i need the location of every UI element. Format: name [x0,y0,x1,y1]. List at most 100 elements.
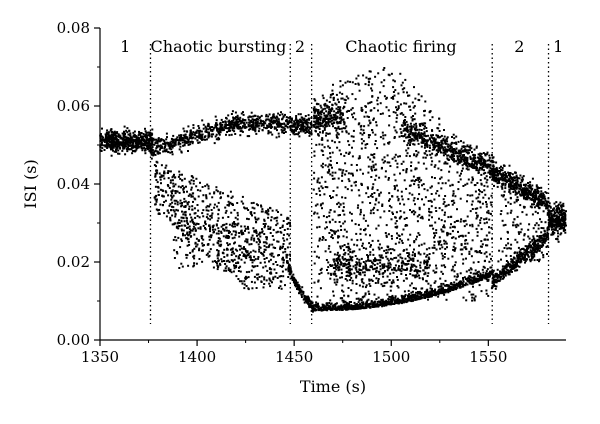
isi-point [449,290,452,293]
isi-point [197,195,200,198]
isi-point [320,164,323,167]
isi-point [191,250,194,253]
isi-point [221,123,224,126]
isi-point [394,242,397,245]
isi-point [187,194,190,197]
isi-point [215,186,218,189]
isi-point [313,307,315,310]
isi-point [215,119,218,122]
isi-point [344,303,347,306]
isi-point [202,127,205,130]
isi-point [183,197,186,200]
isi-point [347,97,350,100]
isi-point [417,161,420,164]
isi-point [280,128,283,131]
isi-point [125,138,128,141]
isi-point [179,145,182,148]
isi-point [252,115,255,118]
isi-point [313,250,316,253]
isi-point [451,236,454,239]
isi-point [295,279,297,282]
isi-point [449,165,452,168]
isi-point [372,183,375,186]
isi-point [308,300,311,302]
isi-point [342,120,345,123]
isi-point [370,165,373,168]
isi-point [440,219,443,222]
isi-point [385,265,388,268]
isi-point [362,140,365,143]
isi-point [386,303,389,305]
isi-point [314,123,317,126]
isi-point [152,152,155,155]
isi-point [413,213,416,216]
isi-point [447,216,450,219]
isi-point [313,106,316,109]
isi-point [400,299,403,302]
isi-point [299,118,301,121]
isi-point [136,136,139,139]
isi-point [218,138,221,140]
isi-point [201,133,204,136]
isi-point [341,297,344,300]
isi-point [292,273,295,276]
isi-point [471,223,474,226]
isi-point [354,304,357,307]
isi-point [396,278,399,281]
isi-point [262,241,265,244]
isi-point [390,252,392,255]
isi-point [281,118,283,121]
isi-point [288,119,291,122]
isi-point [202,224,205,227]
isi-point [137,143,140,146]
isi-point [132,131,135,134]
isi-point [373,107,376,110]
isi-point [160,164,163,167]
isi-point [333,281,336,284]
isi-point [307,114,310,117]
isi-point [254,250,257,253]
isi-point [209,203,212,206]
isi-point [438,194,441,197]
isi-point [286,238,289,241]
isi-point [350,307,352,310]
isi-point [378,243,381,246]
isi-point [211,212,214,215]
isi-point [192,179,195,182]
isi-point [332,290,335,293]
isi-point [464,234,467,237]
isi-point [356,307,359,310]
isi-point [267,132,270,135]
isi-point [275,219,278,222]
isi-point [255,273,258,276]
isi-point [460,218,463,221]
isi-point [114,141,117,144]
isi-point [333,118,335,121]
isi-point [276,277,279,279]
isi-point [416,235,418,238]
isi-point [186,231,189,234]
isi-point [384,300,386,303]
isi-point [461,164,464,167]
isi-point [407,238,410,241]
isi-point [282,220,285,222]
isi-point [107,133,110,136]
isi-point [126,137,129,140]
isi-point [114,136,117,139]
isi-point [358,89,361,92]
isi-point [410,297,413,300]
isi-point [290,118,293,121]
isi-point [437,243,440,246]
isi-point [369,234,371,237]
isi-point [371,83,374,86]
isi-point [183,205,186,208]
isi-point [280,275,283,278]
isi-point [291,130,294,133]
isi-point [440,243,443,246]
isi-point [191,195,194,198]
isi-point [223,269,226,272]
isi-point [170,209,172,212]
isi-point [465,257,467,260]
isi-point [123,125,126,128]
isi-point [407,94,409,97]
